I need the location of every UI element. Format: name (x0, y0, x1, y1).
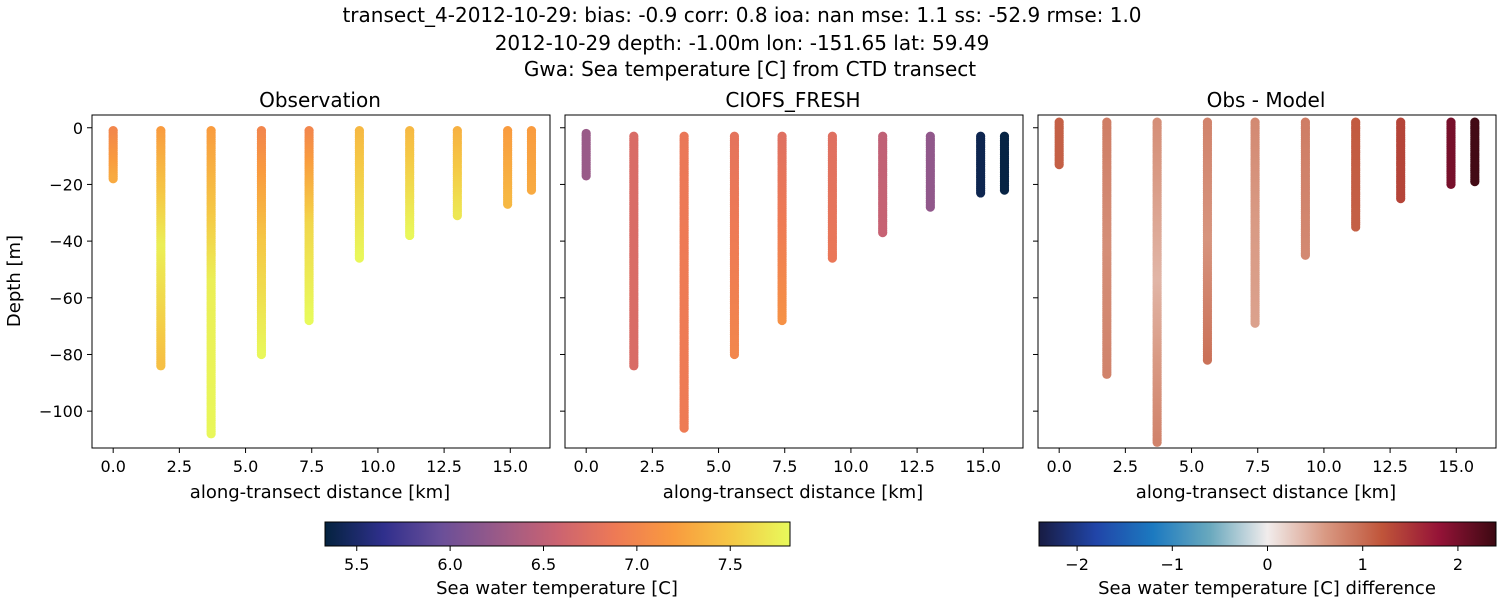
temperature-colorbar: Sea water temperature [C] 5.5 6.0 6.5 7.0 7.… (324, 521, 791, 599)
x-tick-label: 10.0 (833, 457, 869, 476)
scatter-point (1250, 318, 1260, 328)
scatter-point (878, 228, 888, 238)
x-tick-label: 7.5 (1245, 457, 1270, 476)
y-tick-label: −100 (39, 402, 83, 421)
axes-frame (1037, 114, 1497, 449)
ciofs-fresh-panel-title: CIOFS_FRESH (725, 88, 860, 112)
obs-minus-model-x-axis-label: along-transect distance [km] (1136, 482, 1396, 503)
colorbar-tick-label: 1 (1358, 555, 1368, 574)
x-tick-label: 2.5 (640, 457, 665, 476)
difference-colorbar: Sea water temperature [C] difference −2 −… (1038, 521, 1497, 599)
ciofs-fresh-x-axis-label: along-transect distance [km] (663, 482, 923, 503)
x-tick-label: 7.5 (299, 457, 324, 476)
x-tick-label: 12.5 (1372, 457, 1408, 476)
x-tick-label: 12.5 (426, 457, 462, 476)
scatter-point (827, 253, 837, 263)
y-tick-label: −20 (49, 175, 83, 194)
x-tick-label: 15.0 (1438, 457, 1474, 476)
scatter-point (976, 188, 986, 198)
x-tick-label: 7.5 (772, 457, 797, 476)
scatter-point (1446, 179, 1456, 190)
figure-title-line-2: 2012-10-29 depth: -1.00m lon: -151.65 la… (495, 31, 990, 55)
scatter-point (1300, 250, 1310, 260)
colorbar-tick-label: 6.0 (437, 555, 462, 574)
x-tick-label: 5.0 (1179, 457, 1204, 476)
axes-frame (91, 114, 551, 449)
scatter-points (581, 128, 1010, 433)
x-tick-label: 5.0 (233, 457, 258, 476)
colorbar-tick-label: 6.5 (531, 555, 556, 574)
scatter-point (452, 211, 462, 221)
colorbar-tick-label: −1 (1160, 555, 1184, 574)
x-tick-label: 10.0 (1306, 457, 1342, 476)
y-tick-label: −60 (49, 289, 83, 308)
scatter-point (206, 429, 216, 439)
figure-title-line-1: transect_4-2012-10-29: bias: -0.9 corr: … (342, 3, 1141, 27)
scatter-point (777, 315, 787, 326)
observation-x-axis-label: along-transect distance [km] (190, 482, 450, 503)
colorbar-tick-label: 7.5 (718, 555, 743, 574)
x-tick-label: 15.0 (965, 457, 1001, 476)
scatter-point (679, 423, 689, 433)
x-tick-label: 0.0 (1046, 457, 1071, 476)
x-tick-label: 0.0 (100, 457, 125, 476)
obs-minus-model-panel-title: Obs - Model (1207, 88, 1326, 112)
obs-minus-model-panel: Obs - Model along-transect distance [km]… (1033, 88, 1497, 503)
scatter-point (999, 185, 1010, 195)
scatter-point (405, 230, 415, 241)
x-tick-label: 5.0 (706, 457, 731, 476)
colorbar-tick-label: 2 (1453, 555, 1463, 574)
colorbar-tick-label: 0 (1262, 555, 1272, 574)
scatter-point (526, 185, 537, 195)
scatter-point (1102, 369, 1112, 379)
x-tick-label: 10.0 (360, 457, 396, 476)
depth-y-axis-label: Depth [m] (4, 235, 25, 327)
colorbar-gradient (1038, 521, 1497, 547)
figure-title-line-3: Gwa: Sea temperature [C] from CTD transe… (524, 57, 976, 81)
scatter-point (629, 361, 639, 371)
y-tick-label: 0 (73, 119, 83, 138)
scatter-point (1351, 222, 1361, 232)
temperature-colorbar-label: Sea water temperature [C] (436, 578, 678, 599)
scatter-point (729, 349, 740, 360)
scatter-points (108, 125, 537, 439)
colorbar-tick-label: 7.0 (624, 555, 649, 574)
observation-panel-title: Observation (259, 88, 381, 112)
colorbar-tick-label: −2 (1065, 555, 1089, 574)
scatter-point (925, 202, 935, 212)
x-tick-label: 2.5 (1113, 457, 1138, 476)
scatter-point (1470, 177, 1480, 187)
scatter-point (581, 171, 591, 181)
scatter-point (354, 253, 364, 263)
colorbar-tick-label: 5.5 (344, 555, 369, 574)
ciofs-fresh-panel: CIOFS_FRESH along-transect distance [km]… (560, 88, 1024, 503)
x-tick-label: 2.5 (167, 457, 192, 476)
axes-frame (564, 114, 1024, 449)
colorbar-gradient (324, 521, 791, 547)
scatter-point (1152, 437, 1162, 447)
scatter-points (1054, 117, 1480, 447)
scatter-point (1396, 194, 1406, 204)
scatter-point (156, 361, 166, 371)
x-tick-label: 15.0 (492, 457, 528, 476)
y-tick-label: −40 (49, 232, 83, 251)
scatter-point (503, 199, 513, 209)
x-tick-label: 12.5 (899, 457, 935, 476)
observation-panel: Observation along-transect distance [km]… (4, 88, 551, 503)
scatter-point (1202, 355, 1213, 365)
scatter-point (108, 174, 118, 184)
scatter-point (256, 349, 267, 360)
difference-colorbar-label: Sea water temperature [C] difference (1098, 578, 1436, 599)
scatter-point (304, 315, 314, 326)
scatter-point (1054, 159, 1064, 170)
y-tick-label: −80 (49, 345, 83, 364)
x-tick-label: 0.0 (573, 457, 598, 476)
